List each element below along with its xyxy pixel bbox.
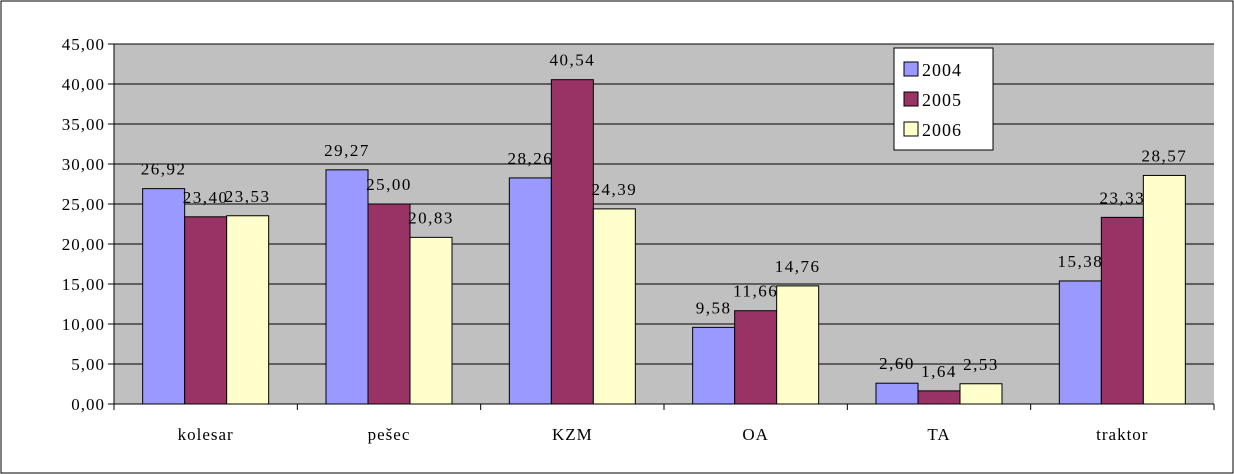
data-label: 14,76	[775, 257, 821, 276]
legend-label: 2005	[922, 90, 962, 110]
legend-swatch	[903, 121, 919, 137]
y-tick-label: 25,00	[62, 195, 105, 214]
bar	[959, 383, 1003, 405]
bar	[550, 79, 594, 405]
bar	[692, 326, 736, 405]
x-tick-label: OA	[742, 425, 769, 444]
legend-swatch	[903, 91, 919, 107]
plot-area	[114, 44, 1214, 404]
data-label: 29,27	[324, 141, 370, 160]
data-label: 2,60	[879, 354, 915, 373]
bar	[409, 236, 453, 405]
x-tick-label: TA	[927, 425, 950, 444]
data-label: 40,54	[549, 51, 595, 70]
bar	[1100, 216, 1144, 405]
y-tick-label: 40,00	[62, 75, 105, 94]
gridlines	[114, 43, 1214, 365]
data-label: 1,64	[921, 362, 957, 381]
data-label: 20,83	[408, 208, 454, 227]
bar	[184, 216, 228, 405]
legend-swatch	[903, 61, 919, 77]
data-label: 26,92	[141, 160, 187, 179]
bars	[142, 79, 1186, 405]
data-label: 2,53	[963, 355, 999, 374]
data-label: 15,38	[1057, 252, 1103, 271]
bar	[734, 310, 778, 405]
bar	[1142, 174, 1186, 405]
bar	[367, 203, 411, 405]
y-tick-label: 30,00	[62, 155, 105, 174]
data-label: 23,40	[183, 188, 229, 207]
bar	[142, 188, 186, 405]
data-label: 25,00	[366, 175, 412, 194]
y-tick-label: 35,00	[62, 115, 105, 134]
bar	[592, 208, 636, 405]
data-label: 28,57	[1141, 146, 1187, 165]
data-label: 28,26	[507, 149, 553, 168]
bar	[875, 382, 919, 405]
y-tick-label: 15,00	[62, 275, 105, 294]
bar	[1058, 280, 1102, 405]
bar	[776, 285, 820, 405]
data-label: 9,58	[696, 298, 732, 317]
bar	[226, 215, 270, 405]
bar	[325, 169, 369, 405]
data-label: 23,33	[1099, 188, 1145, 207]
legend-label: 2004	[922, 60, 962, 80]
bar	[917, 390, 961, 405]
y-tick-label: 0,00	[71, 395, 105, 414]
legend: 2004 2005 2006	[893, 47, 994, 151]
y-tick-label: 20,00	[62, 235, 105, 254]
data-label: 24,39	[591, 180, 637, 199]
y-tick-label: 10,00	[62, 315, 105, 334]
x-tick-label: KZM	[552, 425, 593, 444]
data-label: 23,53	[225, 187, 271, 206]
legend-label: 2006	[922, 120, 962, 140]
y-tick-label: 5,00	[71, 355, 105, 374]
x-tick-label: pešec	[368, 425, 411, 444]
axes: 0,00 5,00 10,00 15,00 20,00 25,00 30,00 35,00 40…	[62, 35, 1215, 444]
x-tick-label: traktor	[1096, 425, 1148, 444]
y-tick-label: 45,00	[62, 35, 105, 54]
bar	[508, 177, 552, 405]
x-tick-label: kolesar	[178, 425, 234, 444]
data-label: 11,66	[733, 282, 778, 301]
